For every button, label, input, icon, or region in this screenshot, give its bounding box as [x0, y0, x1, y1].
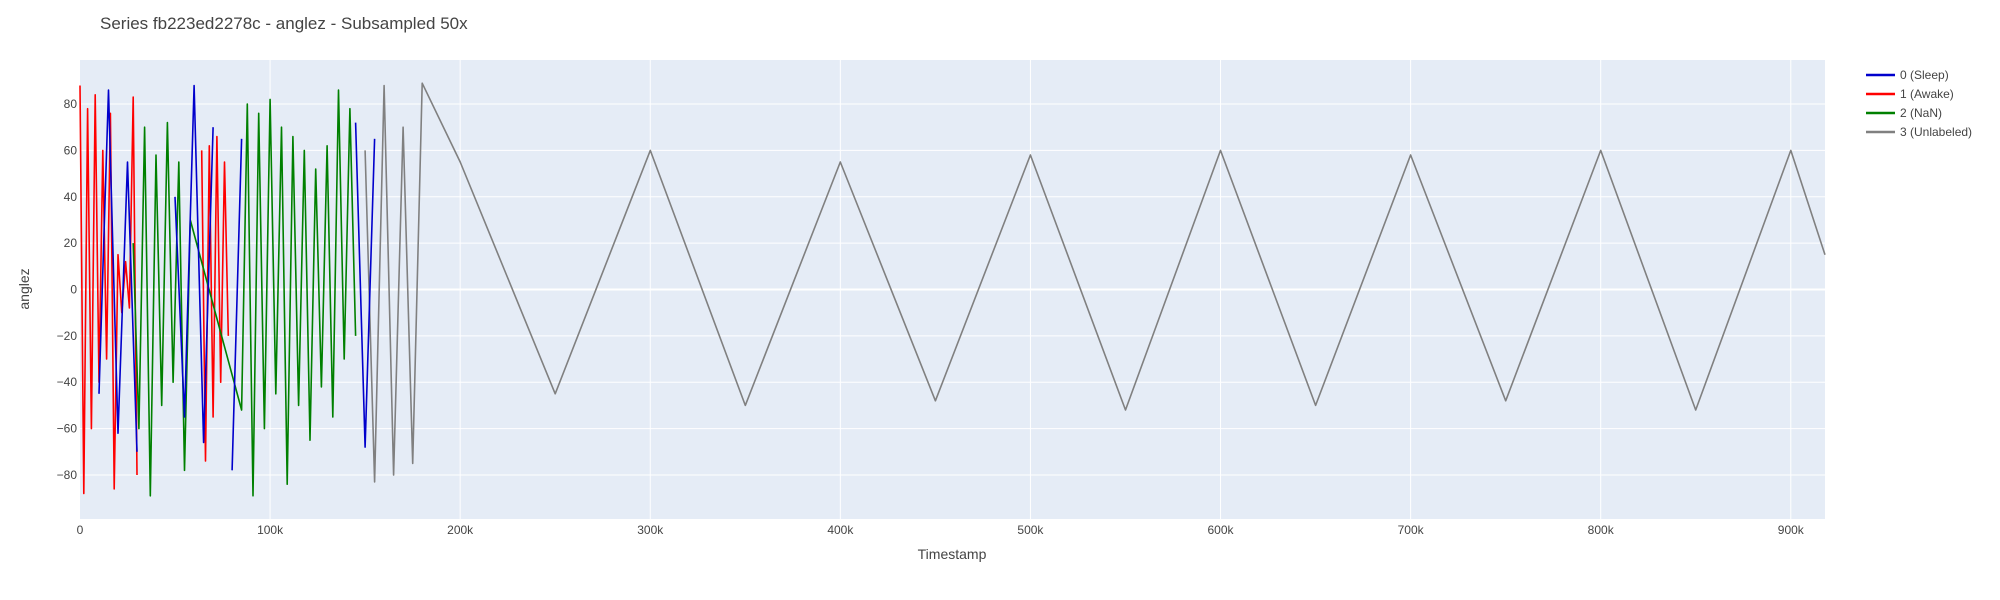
y-tick-label: 80: [64, 97, 78, 111]
x-tick-label: 0: [77, 523, 84, 537]
y-tick-label: −80: [57, 468, 78, 482]
series-line: [364, 82, 1826, 483]
x-tick-label: 300k: [637, 523, 664, 537]
x-tick-label: 100k: [257, 523, 284, 537]
y-tick-label: −60: [57, 422, 78, 436]
y-tick-labels: 80 60 40 20 0 −20 −40 −60 −80: [57, 97, 78, 482]
x-tick-labels: 0 100k 200k 300k 400k 500k 600k 700k 800k 900k: [77, 523, 1805, 537]
series-line: [79, 85, 230, 495]
x-tick-label: 200k: [447, 523, 474, 537]
y-tick-label: 20: [64, 236, 78, 250]
x-tick-label: 700k: [1398, 523, 1425, 537]
legend-label: 3 (Unlabeled): [1900, 125, 1972, 139]
x-tick-label: 900k: [1778, 523, 1805, 537]
y-axis-title: anglez: [16, 268, 32, 309]
legend-label: 1 (Awake): [1900, 87, 1954, 101]
y-tick-label: 40: [64, 190, 78, 204]
x-axis-title: Timestamp: [918, 546, 987, 562]
series-layer: [79, 82, 1826, 497]
series-line: [132, 89, 357, 497]
series-line: [98, 84, 376, 471]
chart-title: Series fb223ed2278c - anglez - Subsample…: [100, 14, 468, 33]
y-tick-label: −40: [57, 375, 78, 389]
x-tick-label: 400k: [827, 523, 854, 537]
legend[interactable]: 0 (Sleep) 1 (Awake) 2 (NaN) 3 (Unlabeled): [1866, 68, 1972, 139]
x-tick-label: 500k: [1017, 523, 1044, 537]
y-tick-label: −20: [57, 329, 78, 343]
legend-label: 0 (Sleep): [1900, 68, 1949, 82]
x-tick-label: 600k: [1208, 523, 1235, 537]
y-tick-label: 60: [64, 143, 78, 157]
legend-label: 2 (NaN): [1900, 106, 1942, 120]
y-tick-label: 0: [70, 283, 77, 297]
x-tick-label: 800k: [1588, 523, 1615, 537]
